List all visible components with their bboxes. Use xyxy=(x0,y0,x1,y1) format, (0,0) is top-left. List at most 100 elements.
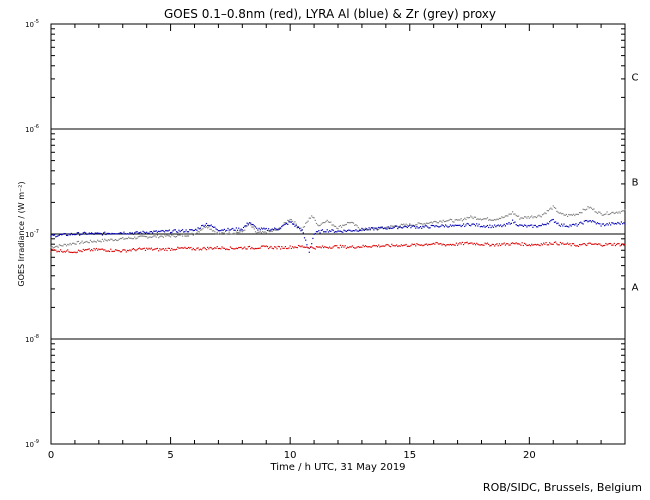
data-point xyxy=(314,248,316,250)
data-point xyxy=(436,225,438,227)
data-point xyxy=(183,233,185,235)
data-point xyxy=(217,233,220,235)
data-point xyxy=(205,226,208,228)
data-point xyxy=(211,225,214,228)
data-point xyxy=(128,236,130,238)
data-point xyxy=(230,247,233,249)
data-point xyxy=(593,208,595,210)
data-point xyxy=(428,243,430,246)
data-point xyxy=(421,244,423,246)
data-point xyxy=(276,248,278,250)
data-point xyxy=(50,235,52,238)
data-point xyxy=(446,225,448,227)
y-tick-label: 10-6 xyxy=(25,124,39,134)
data-point xyxy=(152,236,154,238)
data-point xyxy=(509,223,511,225)
data-point xyxy=(155,230,157,232)
data-point xyxy=(256,232,258,234)
data-point xyxy=(604,244,606,247)
data-point xyxy=(356,230,358,232)
data-point xyxy=(288,247,290,249)
data-point xyxy=(326,229,328,231)
data-point xyxy=(58,234,60,236)
data-point xyxy=(106,232,108,235)
data-point xyxy=(285,222,288,224)
data-point xyxy=(376,246,379,248)
data-point xyxy=(484,242,486,244)
data-point xyxy=(290,221,292,223)
data-point xyxy=(332,229,334,231)
data-point xyxy=(483,218,485,220)
data-point xyxy=(373,227,375,229)
data-point xyxy=(525,216,527,218)
data-point xyxy=(428,227,430,229)
data-point xyxy=(118,250,120,252)
data-point xyxy=(460,243,462,245)
data-point xyxy=(545,224,547,226)
data-point xyxy=(340,246,343,248)
data-point xyxy=(240,230,242,232)
data-point xyxy=(612,222,614,224)
data-point xyxy=(485,243,487,245)
data-point xyxy=(399,226,401,228)
data-point xyxy=(209,246,211,249)
data-point xyxy=(574,214,576,217)
data-point xyxy=(119,237,121,240)
data-point xyxy=(431,222,434,224)
data-point xyxy=(238,231,240,234)
data-point xyxy=(160,230,162,232)
data-point xyxy=(94,241,96,243)
data-point xyxy=(443,244,446,246)
data-point xyxy=(287,219,289,221)
data-point xyxy=(164,231,166,233)
data-point xyxy=(195,249,197,251)
data-point xyxy=(598,243,600,245)
data-point xyxy=(248,245,251,248)
data-point xyxy=(409,224,411,226)
data-point xyxy=(407,245,410,247)
data-point xyxy=(546,222,548,224)
data-point xyxy=(619,212,621,214)
data-point xyxy=(324,221,326,224)
data-point xyxy=(222,229,224,231)
data-point xyxy=(181,247,184,249)
data-point xyxy=(489,224,491,226)
data-point xyxy=(569,224,571,226)
data-point xyxy=(385,244,387,246)
data-point xyxy=(576,213,578,215)
data-point xyxy=(378,244,380,246)
data-point xyxy=(576,225,578,227)
data-point xyxy=(117,233,119,235)
data-point xyxy=(70,251,72,253)
data-point xyxy=(75,243,77,245)
data-point xyxy=(520,224,522,226)
data-point xyxy=(474,244,477,246)
data-point xyxy=(169,249,172,251)
data-point xyxy=(299,245,301,247)
data-point xyxy=(343,229,345,231)
data-point xyxy=(337,247,339,249)
data-point xyxy=(149,231,151,233)
data-point xyxy=(257,247,259,250)
data-point xyxy=(357,230,359,232)
data-point xyxy=(191,232,193,234)
data-point xyxy=(470,225,472,227)
data-point xyxy=(198,231,200,233)
data-point xyxy=(612,211,614,213)
data-point xyxy=(315,231,318,233)
data-point xyxy=(291,246,294,248)
data-point xyxy=(483,225,485,227)
data-point xyxy=(413,243,416,245)
data-point xyxy=(315,246,318,248)
data-point xyxy=(515,224,517,226)
data-point xyxy=(345,223,347,226)
data-point xyxy=(421,223,423,225)
data-point xyxy=(327,221,330,223)
data-point xyxy=(166,249,168,252)
data-point xyxy=(315,222,318,225)
data-point xyxy=(477,225,479,227)
data-point xyxy=(547,223,550,225)
data-point xyxy=(135,238,137,240)
data-point xyxy=(146,247,148,249)
data-point xyxy=(179,234,181,236)
